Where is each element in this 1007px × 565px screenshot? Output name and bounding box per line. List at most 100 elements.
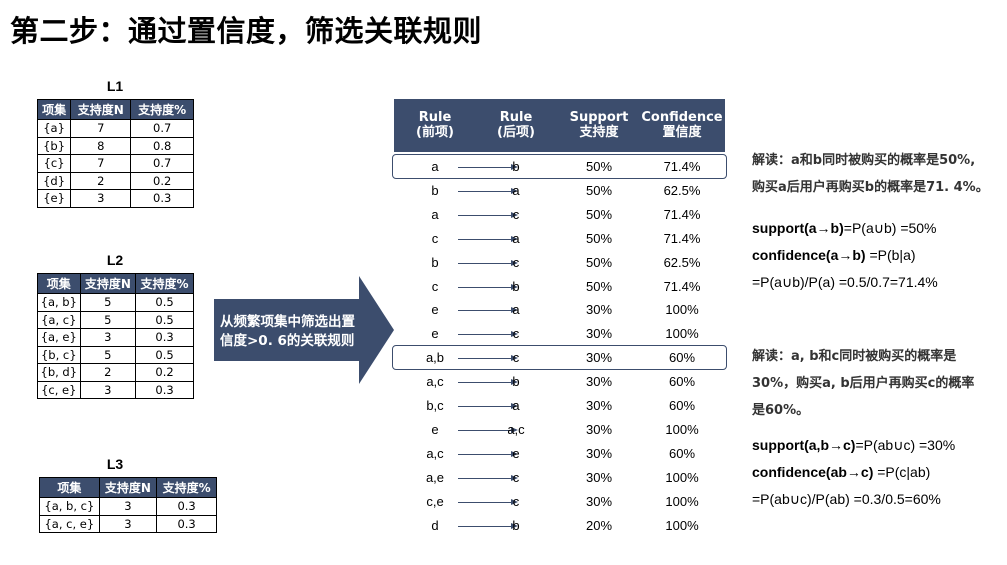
- rule-support: 30%: [585, 493, 613, 509]
- rule-antecedent: e: [431, 326, 439, 342]
- rule-arrow-line: [458, 286, 514, 288]
- arrow-right-icon: [511, 426, 518, 433]
- table-row: {a, c, e} 3 0.3: [39, 514, 217, 533]
- header-support-line1: Support: [569, 110, 629, 125]
- formula-2-confidence: confidence(ab→c) =P(c|ab): [752, 459, 1004, 486]
- rule-antecedent: a: [431, 206, 439, 222]
- l2-table: 项集 支持度N 支持度% {a, b} 5 0.5 {a, c} 5 0.5 {a, e} 3 0.3…: [37, 273, 194, 399]
- table-cell: 7: [70, 154, 132, 173]
- formula-1-confidence: confidence(a→b) =P(b|a): [752, 242, 1004, 269]
- table-cell: {a, b, c}: [39, 497, 100, 516]
- header-confidence-line2: 置信度: [662, 125, 702, 140]
- rule-row: a,c b 30% 60%: [394, 370, 725, 394]
- formula-2-calc: =P(ab∪c)/P(ab) =0.3/0.5=60%: [752, 491, 941, 507]
- table-row: {a, b} 5 0.5: [37, 293, 194, 312]
- arrow-right-icon: [511, 164, 518, 170]
- formula-block-2: support(a,b→c)=P(ab∪c) =30% confidence(a…: [752, 432, 1004, 513]
- column-header: 项集: [36, 99, 72, 120]
- rule-consequent: c: [512, 350, 520, 366]
- arrow-right-icon: [511, 522, 518, 529]
- rule-consequent: a: [512, 398, 520, 413]
- table-cell: 3: [79, 380, 137, 399]
- rule-arrow-line: [458, 453, 514, 455]
- rule-confidence: 71.4%: [663, 230, 701, 246]
- header-support: Support 支持度: [562, 110, 636, 140]
- table-cell: 2: [70, 171, 132, 190]
- table-row: {b, c} 5 0.5: [37, 345, 194, 364]
- rule-confidence: 100%: [665, 517, 699, 533]
- rule-support: 50%: [585, 254, 613, 270]
- explanation-2-line3: 是60%。: [752, 403, 810, 418]
- formula-1-support-label: support(a→b): [752, 220, 844, 236]
- arrow-right-icon: [511, 450, 518, 457]
- arrow-right-icon: [511, 474, 518, 481]
- rule-row: a,e c 30% 100%: [394, 466, 725, 490]
- rule-confidence: 71.4%: [663, 278, 701, 294]
- rule-consequent: b: [512, 374, 520, 390]
- explanation-1-line1: 解读：a和b同时被购买的概率是50%,: [752, 153, 976, 168]
- rule-arrow-line: [458, 190, 514, 192]
- arrow-right-icon: [511, 331, 518, 338]
- table-cell: 5: [79, 310, 137, 329]
- table-header-row: 项集 支持度N 支持度%: [37, 273, 194, 294]
- rule-arrow-line: [458, 429, 514, 431]
- rule-confidence: 100%: [665, 302, 699, 318]
- header-rule-consequent-line2: (后项): [497, 125, 535, 140]
- table-cell: 0.3: [135, 328, 194, 347]
- table-cell: 3: [79, 328, 137, 347]
- rule-row-highlighted: a,b c 30% 60%: [392, 345, 727, 371]
- rule-antecedent: d: [431, 517, 439, 533]
- table-row: {a} 7 0.7: [36, 119, 194, 138]
- column-header: 支持度%: [156, 477, 217, 498]
- rules-table-header: Rule (前项) Rule (后项) Support 支持度 Confiden…: [394, 99, 725, 152]
- formula-1-confidence-label: confidence(a→b): [752, 247, 866, 263]
- table-cell: {d}: [36, 171, 72, 190]
- rule-confidence: 60%: [668, 398, 696, 413]
- formula-2-confidence-label: confidence(ab→c): [752, 464, 874, 480]
- column-header: 支持度N: [70, 99, 132, 120]
- big-arrow-shape: [214, 276, 394, 384]
- table-cell: 3: [98, 497, 158, 516]
- rule-arrow-line: [458, 501, 514, 503]
- formula-block-1: support(a→b)=P(a∪b) =50% confidence(a→b)…: [752, 215, 1004, 296]
- rule-consequent: a,c: [507, 421, 525, 437]
- rule-row: e c 30% 100%: [394, 322, 725, 346]
- explanation-1: 解读：a和b同时被购买的概率是50%, 购买a后用户再购买b的概率是71. 4%…: [752, 147, 1004, 201]
- table-cell: 3: [70, 189, 132, 208]
- formula-2-support-label: support(a,b→c): [752, 437, 856, 453]
- rule-support: 30%: [585, 326, 613, 342]
- table-cell: 7: [70, 119, 132, 138]
- table-cell: 0.3: [135, 380, 194, 399]
- table-header-row: 项集 支持度N 支持度%: [36, 99, 194, 120]
- rule-row: c,e c 30% 100%: [394, 490, 725, 514]
- column-header: 支持度N: [98, 477, 158, 498]
- rule-support: 30%: [585, 469, 613, 485]
- formula-1-confidence-value: =P(b|a): [865, 247, 916, 263]
- table-row: {d} 2 0.2: [36, 171, 194, 190]
- header-confidence-line1: Confidence: [641, 110, 723, 125]
- table-cell: {b, d}: [37, 363, 81, 382]
- table-header-row: 项集 支持度N 支持度%: [39, 477, 217, 498]
- rule-confidence: 60%: [668, 374, 696, 390]
- rule-confidence: 100%: [665, 326, 699, 342]
- table-row: {b, d} 2 0.2: [37, 363, 194, 382]
- rule-antecedent: b: [431, 182, 439, 198]
- rule-antecedent: b: [431, 254, 439, 270]
- rule-confidence: 60%: [668, 445, 696, 461]
- header-rule-antecedent-line1: Rule: [418, 110, 452, 125]
- explanation-1-line2: 购买a后用户再购买b的概率是71. 4%。: [752, 180, 989, 195]
- rule-arrow-line: [458, 214, 514, 216]
- table-row: {a, e} 3 0.3: [37, 328, 194, 347]
- arrow-right-icon: [511, 283, 518, 290]
- formula-2-support-value: =P(ab∪c) =30%: [855, 437, 956, 453]
- column-header: 支持度%: [130, 99, 194, 120]
- formula-1-calc: =P(a∪b)/P(a) =0.5/0.7=71.4%: [752, 274, 938, 290]
- table-cell: 3: [98, 514, 158, 533]
- rule-row-highlighted: a b 50% 71.4%: [392, 154, 727, 179]
- arrow-right-icon: [511, 307, 518, 314]
- column-header: 项集: [37, 273, 81, 294]
- l3-table: 项集 支持度N 支持度% {a, b, c} 3 0.3 {a, c, e} 3 0.3: [39, 477, 217, 533]
- big-arrow-label: 从频繁项集中筛选出置 信度>0. 6的关联规则: [220, 313, 390, 351]
- table-cell: {a, e}: [37, 328, 81, 347]
- arrow-right-icon: [511, 235, 518, 242]
